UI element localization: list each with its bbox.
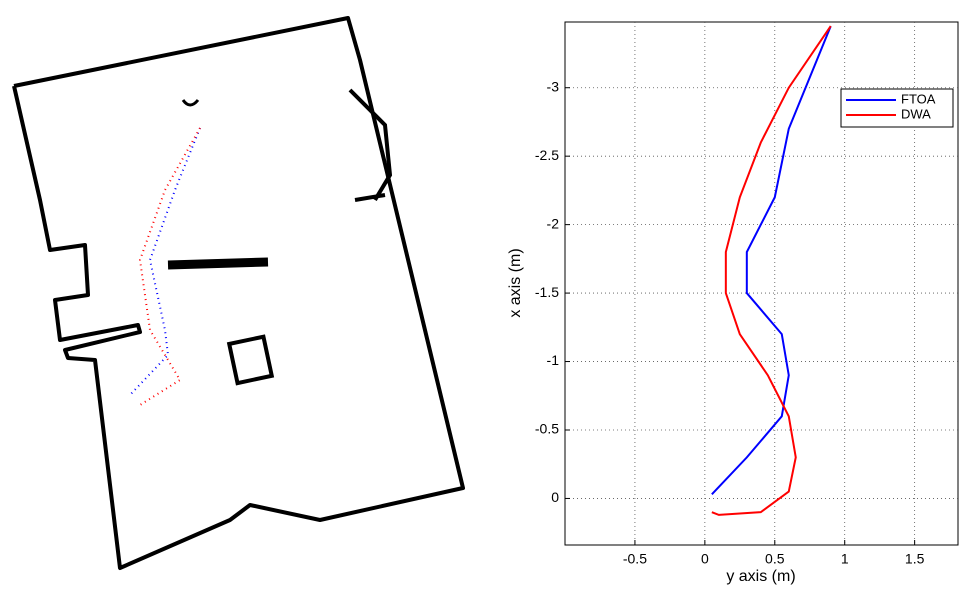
page: {"chart_data": {"type": "line", "xlabel"…: [0, 0, 976, 590]
x-tick-label: 1.5: [905, 551, 925, 567]
map-obstacle: [229, 337, 272, 383]
series-line: [712, 26, 831, 494]
occupancy-map: [14, 18, 463, 568]
legend-box: [841, 89, 953, 127]
x-tick-label: 0: [701, 551, 709, 567]
figure: y axis (m) x axis (m) -0.5 0 0.5 1 1.5 -3 -2.5…: [0, 0, 976, 590]
series-line: [712, 26, 831, 515]
x-tick-label: -0.5: [623, 551, 647, 567]
x-tick-label: 1: [841, 551, 849, 567]
x-axis-label: y axis (m): [726, 568, 795, 585]
y-tick-label: -2: [547, 215, 560, 231]
map-obstacle: [168, 262, 268, 265]
legend-label: DWA: [901, 106, 931, 121]
map-obstacle: [183, 100, 198, 105]
y-tick-label: -1.5: [535, 284, 559, 300]
y-tick-label: 0: [551, 489, 559, 505]
y-tick-label: -0.5: [535, 421, 559, 437]
y-tick-label: -1: [547, 352, 560, 368]
x-tick-label: 0.5: [765, 551, 785, 567]
map-wall: [14, 18, 463, 568]
y-tick-label: -3: [547, 78, 560, 94]
y-axis-label: x axis (m): [507, 248, 524, 317]
legend-label: FTOA: [901, 91, 936, 106]
y-tick-label: -2.5: [535, 147, 559, 163]
